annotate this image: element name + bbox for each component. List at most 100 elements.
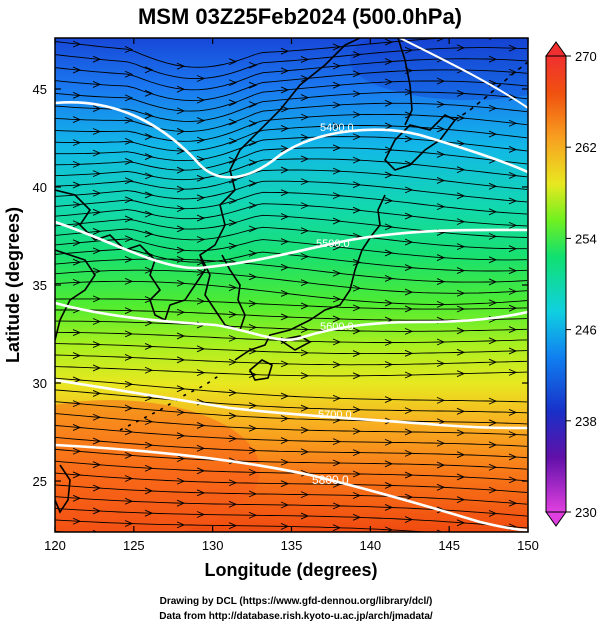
flow-arrow (508, 453, 518, 461)
streamline (55, 69, 528, 102)
flow-arrow (456, 114, 466, 122)
flow-arrow (248, 447, 258, 454)
flow-arrow (248, 468, 258, 476)
colorbar-bar (545, 55, 567, 513)
flow-arrow (404, 111, 414, 119)
flow-arrow (488, 397, 498, 405)
flow-arrow (124, 116, 134, 124)
flow-arrow (300, 253, 310, 260)
flow-arrow (384, 78, 394, 86)
flow-arrow (404, 428, 414, 436)
flow-arrow (508, 499, 518, 507)
flow-arrow (228, 219, 238, 227)
flow-arrow (508, 245, 518, 253)
flow-arrow (488, 299, 498, 307)
flow-arrow (144, 509, 154, 517)
flow-arrow (144, 366, 154, 374)
flow-arrow (508, 119, 518, 127)
flow-arrow (196, 155, 206, 163)
flow-arrow (384, 482, 394, 489)
flow-arrow (144, 441, 154, 449)
y-axis-label: Latitude (degrees) (3, 207, 23, 363)
flow-arrow (488, 104, 498, 112)
flow-arrow (144, 191, 154, 199)
flow-arrow (404, 493, 414, 501)
flow-arrow (228, 118, 238, 126)
streamline (55, 158, 528, 181)
streamlines (55, 38, 528, 554)
flow-arrow (124, 520, 134, 527)
flow-arrow (300, 426, 310, 434)
flow-arrow (436, 300, 446, 308)
y-tick-label: 30 (33, 376, 47, 391)
flow-arrow (196, 511, 206, 518)
flow-arrow (280, 458, 290, 466)
flow-arrow (144, 112, 154, 119)
flow-arrow (352, 206, 362, 214)
flow-arrow (144, 418, 154, 426)
flow-arrow (124, 235, 134, 243)
flow-arrow (332, 338, 342, 346)
flow-arrow (196, 96, 206, 104)
streamline (55, 354, 528, 366)
flow-arrow (352, 156, 362, 164)
flow-arrow (92, 227, 102, 235)
flow-arrow (124, 46, 134, 53)
flow-arrow (72, 376, 82, 384)
flow-arrow (228, 358, 238, 366)
flow-arrow (124, 137, 134, 145)
flow-arrow (352, 470, 362, 478)
flow-arrow (124, 158, 134, 165)
flow-arrow (72, 400, 82, 408)
x-axis-ticks: 120 125 130 135 140 145 150 (44, 38, 539, 553)
flow-arrow (124, 380, 134, 388)
x-tick-label: 135 (281, 538, 303, 553)
flow-arrow (300, 372, 310, 380)
flow-arrow (300, 227, 310, 235)
x-tick-label: 140 (359, 538, 381, 553)
flow-arrow (228, 500, 238, 508)
flow-arrow (488, 130, 498, 138)
flow-arrow (384, 299, 394, 307)
streamline (55, 180, 528, 203)
flow-arrow (488, 278, 498, 286)
flow-arrow (176, 147, 186, 155)
flow-arrow (124, 307, 134, 315)
flow-arrow (92, 437, 102, 445)
flow-arrow (124, 404, 134, 412)
x-tick-label: 150 (517, 538, 539, 553)
height-contours (55, 38, 528, 532)
flow-arrow (196, 297, 206, 305)
flow-arrow (228, 334, 238, 342)
flow-arrow (300, 279, 310, 287)
flow-arrow (228, 58, 238, 66)
flow-arrow (384, 361, 394, 368)
flow-arrow (508, 44, 518, 52)
flow-arrow (72, 181, 82, 189)
flow-arrow (300, 404, 310, 412)
flow-arrow (300, 113, 310, 121)
streamline (55, 91, 528, 122)
flow-arrow (176, 127, 186, 135)
flow-arrow (92, 105, 102, 112)
flow-arrow (456, 140, 466, 148)
flow-arrow (228, 156, 238, 164)
flow-arrow (404, 46, 414, 54)
flow-arrow (300, 94, 310, 102)
flow-arrow (332, 295, 342, 303)
flow-arrow (248, 402, 258, 410)
streamline (55, 238, 528, 261)
flow-arrow (436, 203, 446, 211)
streamline (55, 484, 528, 505)
streamline (55, 436, 528, 459)
flow-arrow (92, 267, 102, 275)
flow-arrow (124, 196, 134, 204)
flow-arrow (332, 101, 342, 109)
flow-arrow (280, 501, 290, 509)
flow-arrow (352, 133, 362, 141)
streamline (55, 269, 528, 294)
flow-arrow (124, 428, 134, 436)
x-tick-label: 145 (438, 538, 460, 553)
flow-arrow (509, 548, 516, 554)
flow-arrow (508, 197, 518, 205)
